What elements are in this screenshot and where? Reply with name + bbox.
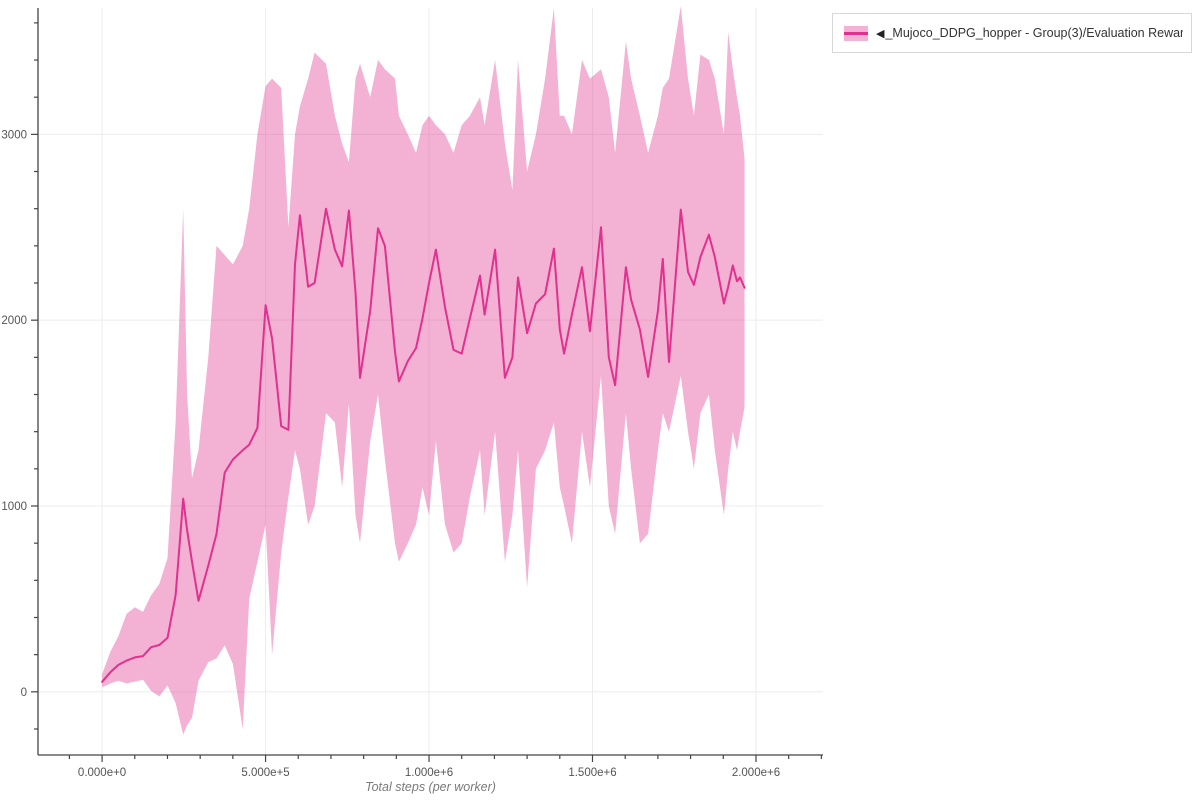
x-tick-label: 1.000e+6 [405,767,453,779]
tick-labels: 0.000e+0 5.000e+5 1.000e+6 1.500e+6 2.000e+6… [1,129,780,779]
y-tick-label: 2000 [1,315,27,327]
x-tick-label: 1.500e+6 [568,767,616,779]
legend-line-swatch [844,31,868,35]
x-tick-label: 0.000e+0 [78,767,126,779]
gridlines [38,8,823,755]
legend[interactable]: ◀_Mujoco_DDPG_hopper - Group(3)/Evaluati… [832,13,1192,53]
x-axis-title: Total steps (per worker) [365,780,496,794]
series-_Mujoco_DDPG_hopper - Group(3)/Evaluation Reward [101,6,746,735]
y-tick-label: 3000 [1,129,27,141]
series-name: _Mujoco_DDPG_hopper - Group(3)/Evaluatio… [885,26,1183,40]
x-tick-label: 5.000e+5 [241,767,289,779]
y-tick-label: 0 [21,687,27,699]
y-tick-label: 1000 [1,501,27,513]
x-tick-label: 2.000e+6 [732,767,780,779]
mean-reward-line [101,207,746,683]
axes [31,8,823,762]
legend-item-label[interactable]: ◀_Mujoco_DDPG_hopper - Group(3)/Evaluati… [876,26,1183,40]
collapse-triangle-icon: ◀ [876,28,885,40]
confidence-band [102,6,745,735]
legend-swatch-icon [844,25,868,42]
